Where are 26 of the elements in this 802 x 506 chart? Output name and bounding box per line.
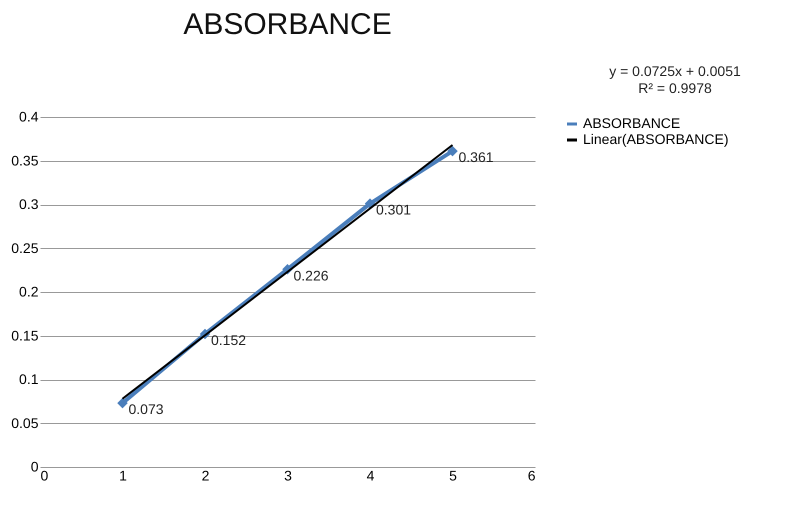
- y-tick-label: 0.3: [19, 196, 39, 212]
- data-label: 0.152: [211, 332, 246, 348]
- y-tick-label: 0.05: [11, 414, 39, 431]
- y-tick-label: 0.4: [19, 108, 39, 124]
- text: R² = 0.9978: [638, 80, 712, 96]
- data-label: 0.073: [128, 401, 164, 418]
- y-tick-label: 0.15: [11, 327, 39, 344]
- x-tick-label: 4: [366, 468, 375, 484]
- chart-title: ABSORBANCE: [183, 8, 392, 41]
- x-tick-label: 6: [528, 468, 536, 484]
- point: [117, 398, 128, 408]
- data-label: 0.361: [458, 149, 494, 166]
- legend-label: Linear(ABSORBANCE): [583, 131, 728, 147]
- data-label: 0.301: [376, 202, 412, 218]
- y-tick-label: 0.2: [19, 284, 39, 300]
- legend-label: ABSORBANCE: [583, 115, 680, 131]
- text: y = 0.0725x + 0.0051: [609, 63, 741, 79]
- x-tick-label: 3: [284, 468, 292, 484]
- point: [447, 146, 458, 156]
- x-tick-label: 2: [202, 468, 210, 484]
- data-label: 0.226: [294, 267, 329, 284]
- y-tick-label: 0.35: [11, 152, 39, 168]
- x-tick-label: 5: [449, 468, 458, 484]
- y-tick-label: 0.25: [11, 240, 39, 256]
- x-tick-label: 1: [119, 468, 128, 484]
- y-tick-label: 0.1: [19, 371, 39, 387]
